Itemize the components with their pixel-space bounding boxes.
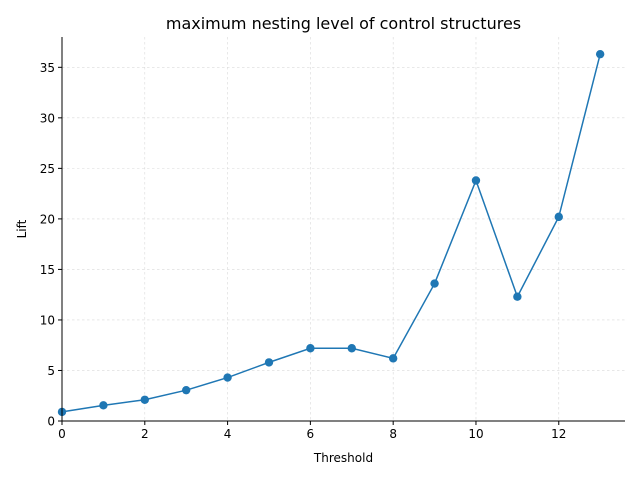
y-axis-label: Lift	[15, 219, 29, 238]
data-point	[388, 354, 398, 363]
x-tick-label: 8	[389, 427, 397, 441]
data-point	[181, 385, 191, 395]
x-tick-label: 10	[468, 427, 483, 441]
data-point	[264, 358, 274, 367]
x-tick-label: 6	[307, 427, 315, 441]
data-point	[347, 344, 356, 353]
y-tick-label: 5	[47, 364, 55, 378]
x-tick-label: 4	[224, 427, 232, 441]
x-tick-label: 12	[551, 427, 566, 441]
y-tick-label: 35	[40, 61, 55, 75]
x-tick-label: 2	[141, 427, 149, 441]
data-point	[554, 212, 563, 222]
series-layer	[57, 49, 605, 417]
data-point	[430, 279, 439, 288]
data-point	[513, 292, 522, 301]
y-tick-label: 10	[40, 313, 55, 327]
y-tick-label: 30	[40, 111, 55, 125]
data-point	[223, 373, 232, 382]
series-line	[61, 53, 601, 413]
chart-title: maximum nesting level of control structu…	[166, 14, 521, 33]
grid	[61, 37, 625, 422]
data-point	[471, 176, 481, 185]
data-point	[99, 401, 108, 410]
y-tick-label: 20	[40, 212, 55, 226]
x-tick-label: 0	[58, 427, 66, 441]
x-axis-label: Threshold	[313, 451, 373, 465]
x-ticks: 0 2 4 6 8 10 12	[58, 421, 566, 441]
y-ticks: 0 5 10 15 20 25 30 35	[40, 61, 62, 429]
y-tick-label: 15	[40, 263, 55, 277]
data-point	[140, 395, 149, 404]
data-point	[306, 344, 315, 353]
y-tick-label: 25	[40, 162, 55, 176]
y-tick-label: 0	[47, 415, 55, 429]
axes	[61, 37, 625, 422]
data-point	[595, 49, 605, 59]
